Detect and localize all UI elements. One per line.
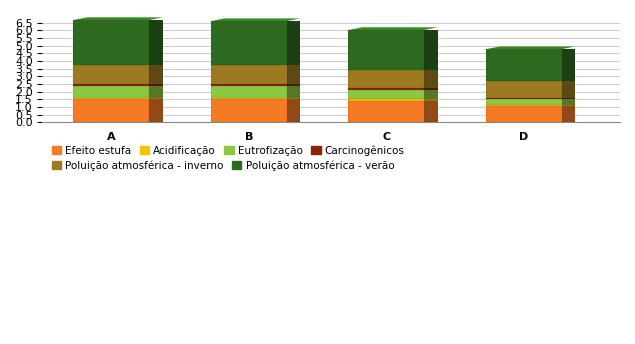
Polygon shape [486, 105, 561, 106]
Polygon shape [211, 98, 286, 99]
Polygon shape [486, 99, 561, 105]
Polygon shape [486, 46, 575, 49]
Polygon shape [211, 18, 300, 21]
Polygon shape [486, 49, 561, 82]
Polygon shape [349, 101, 424, 122]
Polygon shape [149, 86, 163, 98]
Polygon shape [424, 30, 438, 70]
Polygon shape [149, 99, 163, 122]
Polygon shape [561, 106, 575, 122]
Polygon shape [149, 85, 163, 86]
Polygon shape [74, 99, 149, 122]
Polygon shape [349, 30, 424, 70]
Polygon shape [286, 98, 300, 99]
Polygon shape [286, 65, 300, 85]
Polygon shape [149, 20, 163, 65]
Polygon shape [561, 105, 575, 106]
Polygon shape [561, 97, 575, 99]
Legend: Poluição atmosférica - inverno, Poluição atmosférica - verão: Poluição atmosférica - inverno, Poluição… [48, 156, 398, 175]
Polygon shape [349, 88, 424, 90]
Polygon shape [349, 27, 438, 30]
Polygon shape [486, 97, 561, 99]
Polygon shape [424, 101, 438, 122]
Polygon shape [561, 82, 575, 97]
Polygon shape [149, 98, 163, 99]
Polygon shape [74, 20, 149, 65]
Polygon shape [424, 99, 438, 101]
Polygon shape [74, 86, 149, 98]
Polygon shape [74, 85, 149, 86]
Polygon shape [211, 21, 286, 65]
Polygon shape [486, 82, 561, 97]
Polygon shape [286, 86, 300, 98]
Polygon shape [424, 70, 438, 88]
Polygon shape [561, 49, 575, 82]
Polygon shape [74, 65, 149, 85]
Polygon shape [424, 90, 438, 99]
Polygon shape [561, 99, 575, 105]
Polygon shape [211, 85, 286, 86]
Polygon shape [486, 106, 561, 122]
Polygon shape [211, 65, 286, 85]
Polygon shape [211, 99, 286, 122]
Polygon shape [74, 17, 163, 20]
Polygon shape [74, 98, 149, 99]
Polygon shape [349, 70, 424, 88]
Polygon shape [349, 99, 424, 101]
Polygon shape [211, 86, 286, 98]
Polygon shape [286, 85, 300, 86]
Polygon shape [424, 88, 438, 90]
Polygon shape [349, 90, 424, 99]
Polygon shape [149, 65, 163, 85]
Polygon shape [286, 99, 300, 122]
Polygon shape [286, 21, 300, 65]
